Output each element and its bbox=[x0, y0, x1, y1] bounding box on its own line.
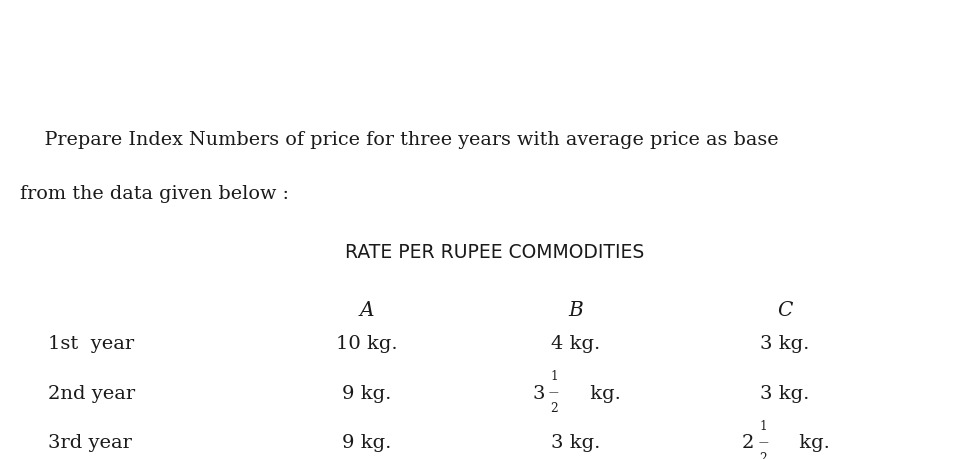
Text: —: — bbox=[549, 388, 559, 397]
Text: kg.: kg. bbox=[584, 385, 621, 403]
Text: kg.: kg. bbox=[794, 434, 830, 452]
Text: A: A bbox=[360, 302, 373, 320]
Text: 3 kg.: 3 kg. bbox=[760, 385, 809, 403]
Text: 9 kg.: 9 kg. bbox=[342, 385, 391, 403]
Text: 2nd year: 2nd year bbox=[48, 385, 135, 403]
Text: 2: 2 bbox=[550, 402, 558, 415]
Text: from the data given below :: from the data given below : bbox=[20, 185, 288, 202]
Text: 1: 1 bbox=[760, 420, 766, 432]
Text: 1st  year: 1st year bbox=[48, 335, 134, 353]
Text: 2: 2 bbox=[742, 434, 755, 452]
Text: Prepare Index Numbers of price for three years with average price as base: Prepare Index Numbers of price for three… bbox=[20, 130, 778, 149]
Text: 3rd year: 3rd year bbox=[48, 434, 132, 452]
Text: 3: 3 bbox=[533, 385, 546, 403]
Text: 1: 1 bbox=[550, 370, 558, 383]
Text: 9 kg.: 9 kg. bbox=[342, 434, 391, 452]
Text: 2: 2 bbox=[760, 452, 766, 459]
Text: 10 kg.: 10 kg. bbox=[336, 335, 397, 353]
Text: —: — bbox=[759, 438, 768, 447]
Text: 4 kg.: 4 kg. bbox=[551, 335, 601, 353]
Text: 3 kg.: 3 kg. bbox=[760, 335, 809, 353]
Text: RATE PER RUPEE COMMODITIES: RATE PER RUPEE COMMODITIES bbox=[345, 243, 645, 262]
Text: C: C bbox=[777, 302, 793, 320]
Text: B: B bbox=[568, 302, 583, 320]
Text: 3 kg.: 3 kg. bbox=[551, 434, 601, 452]
